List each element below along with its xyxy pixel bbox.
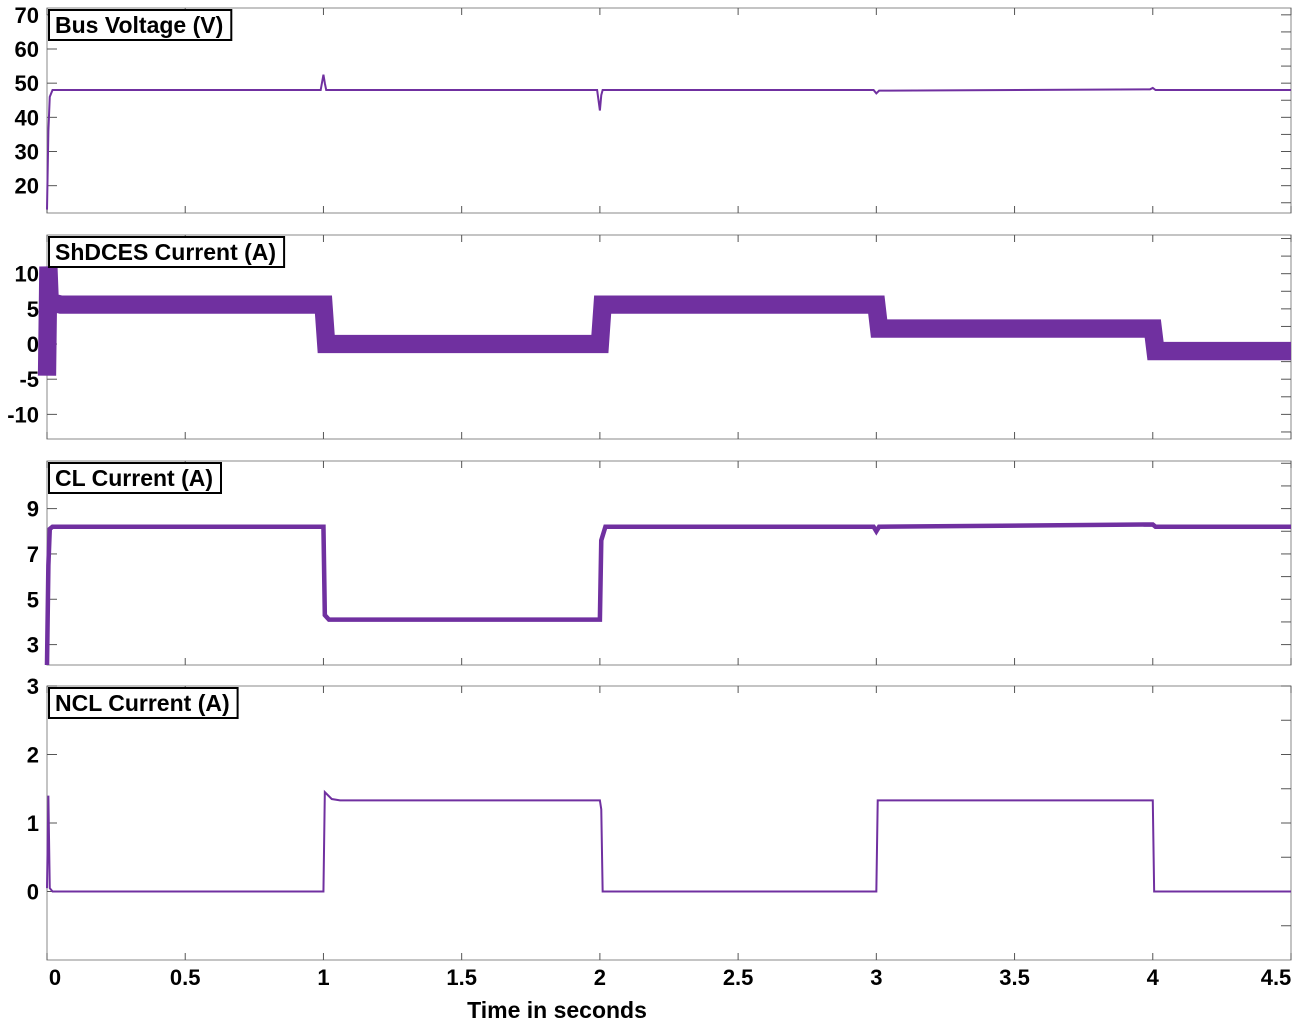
y-tick-label: 40	[15, 105, 39, 130]
panel-title: NCL Current (A)	[48, 687, 239, 719]
panel-1: 20 30 40 50 60 70 Bus Voltage (V)	[15, 3, 1292, 214]
series-line	[44, 522, 1291, 666]
y-tick-label: 7	[27, 542, 39, 567]
y-tick-label: 0	[27, 332, 39, 357]
x-tick-label: 4.5	[1261, 965, 1292, 990]
x-axis: 0 0.5 1 1.5 2 2.5 3 3.5 4 4.5	[49, 965, 1291, 990]
x-tick-label: 1	[317, 965, 329, 990]
panel-title: ShDCES Current (A)	[48, 236, 286, 268]
x-axis-label: Time in seconds	[467, 997, 647, 1022]
y-tick-label: 50	[15, 71, 39, 96]
x-tick-label: 2.5	[723, 965, 754, 990]
x-tick-label: 2	[594, 965, 606, 990]
x-tick-label: 0	[49, 965, 61, 990]
panel-title-box	[48, 687, 239, 719]
y-tick-label: 60	[15, 37, 39, 62]
y-tick-label: 5	[27, 297, 39, 322]
y-tick-label: 70	[15, 3, 39, 28]
y-tick-label: 2	[27, 743, 39, 768]
panel-title-text: ShDCES Current (A)	[55, 239, 276, 265]
panel-frame	[46, 7, 1292, 214]
y-tick-label: -10	[7, 402, 39, 427]
x-tick-label: 3.5	[999, 965, 1030, 990]
panel-title-text: Bus Voltage (V)	[55, 12, 223, 38]
x-tick-label: 4	[1147, 965, 1160, 990]
series-line	[46, 74, 1291, 210]
panel-2: -10 -5 0 5 10 ShDCES Current (A)	[7, 234, 1292, 440]
panel-title: CL Current (A)	[48, 462, 222, 494]
y-tick-label: -5	[19, 367, 39, 392]
panel-title-text: CL Current (A)	[55, 465, 213, 491]
y-tick-label: 5	[27, 587, 39, 612]
y-tick-label: 3	[27, 633, 39, 658]
panel-4: 0 1 2 3 NCL Current (A)	[27, 674, 1292, 961]
x-tick-label: 0.5	[170, 965, 201, 990]
y-tick-label: 9	[27, 497, 39, 522]
y-tick-label: 10	[15, 262, 39, 287]
y-tick-label: 0	[27, 880, 39, 905]
panel-title-box	[48, 462, 222, 494]
x-tick-label: 1.5	[446, 965, 477, 990]
panel-frame	[46, 685, 1292, 961]
panel-title-box	[48, 9, 233, 41]
y-tick-label: 30	[15, 140, 39, 165]
panel-title: Bus Voltage (V)	[48, 9, 233, 41]
panel-frame	[46, 460, 1292, 666]
y-tick-label: 20	[15, 174, 39, 199]
series-line	[46, 789, 1291, 893]
x-tick-label: 3	[870, 965, 882, 990]
panel-3: 3 5 7 9 CL Current (A)	[27, 460, 1292, 666]
panel-title-box	[48, 236, 286, 268]
y-tick-label: 1	[27, 811, 39, 836]
series-line	[37, 266, 1291, 376]
panel-title-text: NCL Current (A)	[55, 690, 230, 716]
y-tick-label: 3	[27, 674, 39, 699]
